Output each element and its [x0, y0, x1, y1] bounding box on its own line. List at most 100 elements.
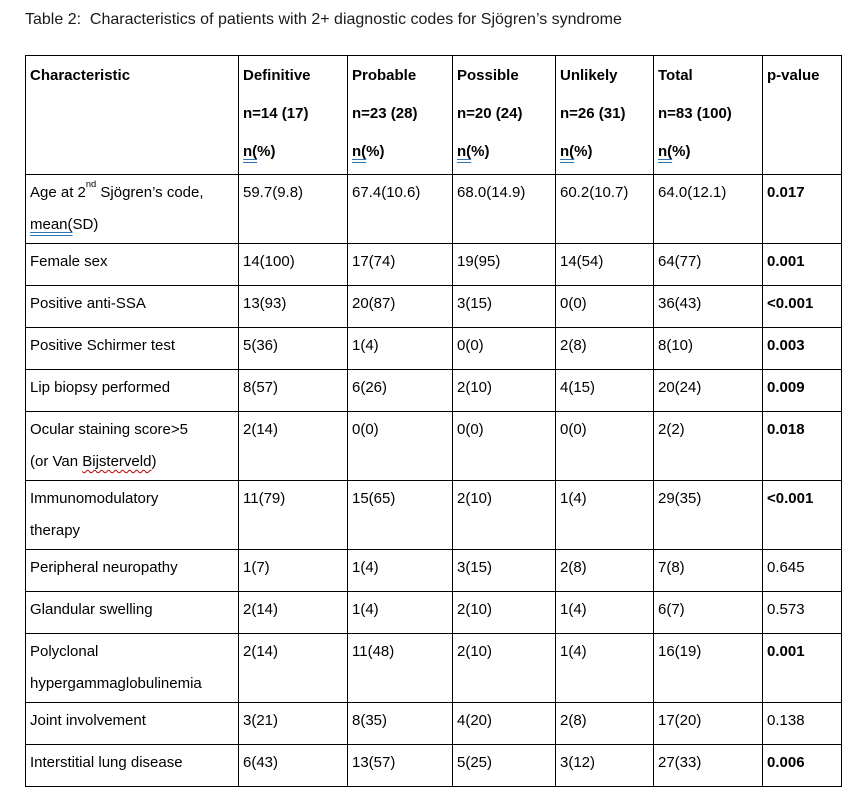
spellcheck-flagged-text: Bijsterveld [82, 453, 152, 470]
table-row-schirmer: Positive Schirmer test 5(36) 1(4) 0(0) 2… [25, 327, 842, 370]
value-cell-possible: 0(0) [452, 327, 556, 370]
value-cell-definitive: 13(93) [238, 285, 348, 328]
value-cell-definitive: 59.7(9.8) [238, 174, 348, 244]
characteristic-cell: Glandular swelling [25, 591, 239, 634]
value-cell-unlikely: 14(54) [555, 243, 654, 286]
npct-rest: %) [366, 143, 385, 160]
value-cell-definitive: 2(14) [238, 633, 348, 703]
p-value-cell: <0.001 [762, 480, 842, 550]
value-cell-definitive: 2(14) [238, 411, 348, 481]
header-possible: Possible n=20 (24) n(%) [452, 55, 556, 175]
p-value-cell: 0.138 [762, 702, 842, 745]
characteristic-cell: Polyclonal hypergammaglobulinemia [25, 633, 239, 703]
p-value-cell: 0.009 [762, 369, 842, 412]
npct-rest: %) [471, 143, 490, 160]
value-cell-unlikely: 60.2(10.7) [555, 174, 654, 244]
p-value-cell: 0.006 [762, 744, 842, 787]
value-cell-total: 64(77) [653, 243, 763, 286]
value-cell-total: 7(8) [653, 549, 763, 592]
characteristic-cell: Joint involvement [25, 702, 239, 745]
characteristic-cell: Positive Schirmer test [25, 327, 239, 370]
npct-rest: %) [574, 143, 593, 160]
p-value-cell: <0.001 [762, 285, 842, 328]
table-row-lip-biopsy: Lip biopsy performed 8(57) 6(26) 2(10) 4… [25, 369, 842, 412]
value-cell-possible: 5(25) [452, 744, 556, 787]
header-total: Total n=83 (100) n(%) [653, 55, 763, 175]
value-cell-total: 16(19) [653, 633, 763, 703]
header-pvalue: p-value [762, 55, 842, 175]
header-characteristic: Characteristic [25, 55, 239, 175]
table-row-age: Age at 2nd Sjögren’s code, mean(SD) 59.7(… [25, 174, 842, 244]
group-name: Probable [352, 67, 417, 84]
table-row-glandular-swelling: Glandular swelling 2(14) 1(4) 2(10) 1(4)… [25, 591, 842, 634]
value-cell-probable: 15(65) [347, 480, 453, 550]
value-cell-probable: 0(0) [347, 411, 453, 481]
p-value-cell: 0.001 [762, 243, 842, 286]
value-cell-possible: 2(10) [452, 480, 556, 550]
ordinal-superscript: nd [85, 178, 97, 189]
value-cell-total: 27(33) [653, 744, 763, 787]
grammar-flagged-text: n( [658, 143, 673, 160]
value-cell-probable: 20(87) [347, 285, 453, 328]
grammar-flagged-text: n( [243, 143, 258, 160]
group-n: n=83 (100) [658, 105, 732, 122]
value-cell-possible: 0(0) [452, 411, 556, 481]
table-row-female-sex: Female sex 14(100) 17(74) 19(95) 14(54) … [25, 243, 842, 286]
table-row-immunomodulatory: Immunomodulatory therapy 11(79) 15(65) 2… [25, 480, 842, 550]
value-cell-total: 6(7) [653, 591, 763, 634]
value-cell-probable: 1(4) [347, 591, 453, 634]
group-name: Unlikely [560, 67, 618, 84]
table-row-anti-ssa: Positive anti-SSA 13(93) 20(87) 3(15) 0(… [25, 285, 842, 328]
table-row-ocular-staining: Ocular staining score>5 (or Van Bijsterve… [25, 411, 842, 481]
group-n: n=23 (28) [352, 105, 418, 122]
value-cell-unlikely: 2(8) [555, 327, 654, 370]
value-cell-total: 36(43) [653, 285, 763, 328]
value-cell-unlikely: 2(8) [555, 549, 654, 592]
value-cell-unlikely: 1(4) [555, 480, 654, 550]
value-cell-definitive: 1(7) [238, 549, 348, 592]
value-cell-possible: 2(10) [452, 591, 556, 634]
characteristic-cell: Immunomodulatory therapy [25, 480, 239, 550]
value-cell-probable: 67.4(10.6) [347, 174, 453, 244]
value-cell-definitive: 5(36) [238, 327, 348, 370]
value-cell-possible: 2(10) [452, 369, 556, 412]
value-cell-unlikely: 3(12) [555, 744, 654, 787]
p-value-cell: 0.573 [762, 591, 842, 634]
value-cell-unlikely: 4(15) [555, 369, 654, 412]
value-cell-total: 20(24) [653, 369, 763, 412]
value-cell-definitive: 3(21) [238, 702, 348, 745]
characteristic-cell: Female sex [25, 243, 239, 286]
label-text: ) [151, 453, 157, 470]
value-cell-probable: 6(26) [347, 369, 453, 412]
value-cell-definitive: 11(79) [238, 480, 348, 550]
header-definitive: Definitive n=14 (17) n(%) [238, 55, 348, 175]
value-cell-definitive: 2(14) [238, 591, 348, 634]
p-value-cell: 0.003 [762, 327, 842, 370]
table-row-joint-involvement: Joint involvement 3(21) 8(35) 4(20) 2(8)… [25, 702, 842, 745]
table-row-interstitial-lung: Interstitial lung disease 6(43) 13(57) 5… [25, 744, 842, 787]
header-unlikely: Unlikely n=26 (31) n(%) [555, 55, 654, 175]
header-probable: Probable n=23 (28) n(%) [347, 55, 453, 175]
table-header-row: Characteristic Definitive n=14 (17) n(%) P… [25, 55, 842, 175]
p-value-cell: 0.645 [762, 549, 842, 592]
value-cell-total: 17(20) [653, 702, 763, 745]
grammar-flagged-text: mean( [30, 216, 73, 233]
value-cell-definitive: 6(43) [238, 744, 348, 787]
grammar-flagged-text: n( [352, 143, 367, 160]
value-cell-probable: 1(4) [347, 327, 453, 370]
group-name: Possible [457, 67, 519, 84]
value-cell-probable: 8(35) [347, 702, 453, 745]
value-cell-total: 29(35) [653, 480, 763, 550]
p-value-cell: 0.001 [762, 633, 842, 703]
value-cell-total: 8(10) [653, 327, 763, 370]
characteristic-cell: Ocular staining score>5 (or Van Bijsterve… [25, 411, 239, 481]
grammar-flagged-text: n( [560, 143, 575, 160]
group-n: n=14 (17) [243, 105, 309, 122]
value-cell-probable: 13(57) [347, 744, 453, 787]
characteristic-cell: Age at 2nd Sjögren’s code, mean(SD) [25, 174, 239, 244]
label-text: (or Van [30, 453, 83, 470]
value-cell-probable: 11(48) [347, 633, 453, 703]
group-n: n=26 (31) [560, 105, 626, 122]
p-value-cell: 0.018 [762, 411, 842, 481]
value-cell-unlikely: 0(0) [555, 411, 654, 481]
